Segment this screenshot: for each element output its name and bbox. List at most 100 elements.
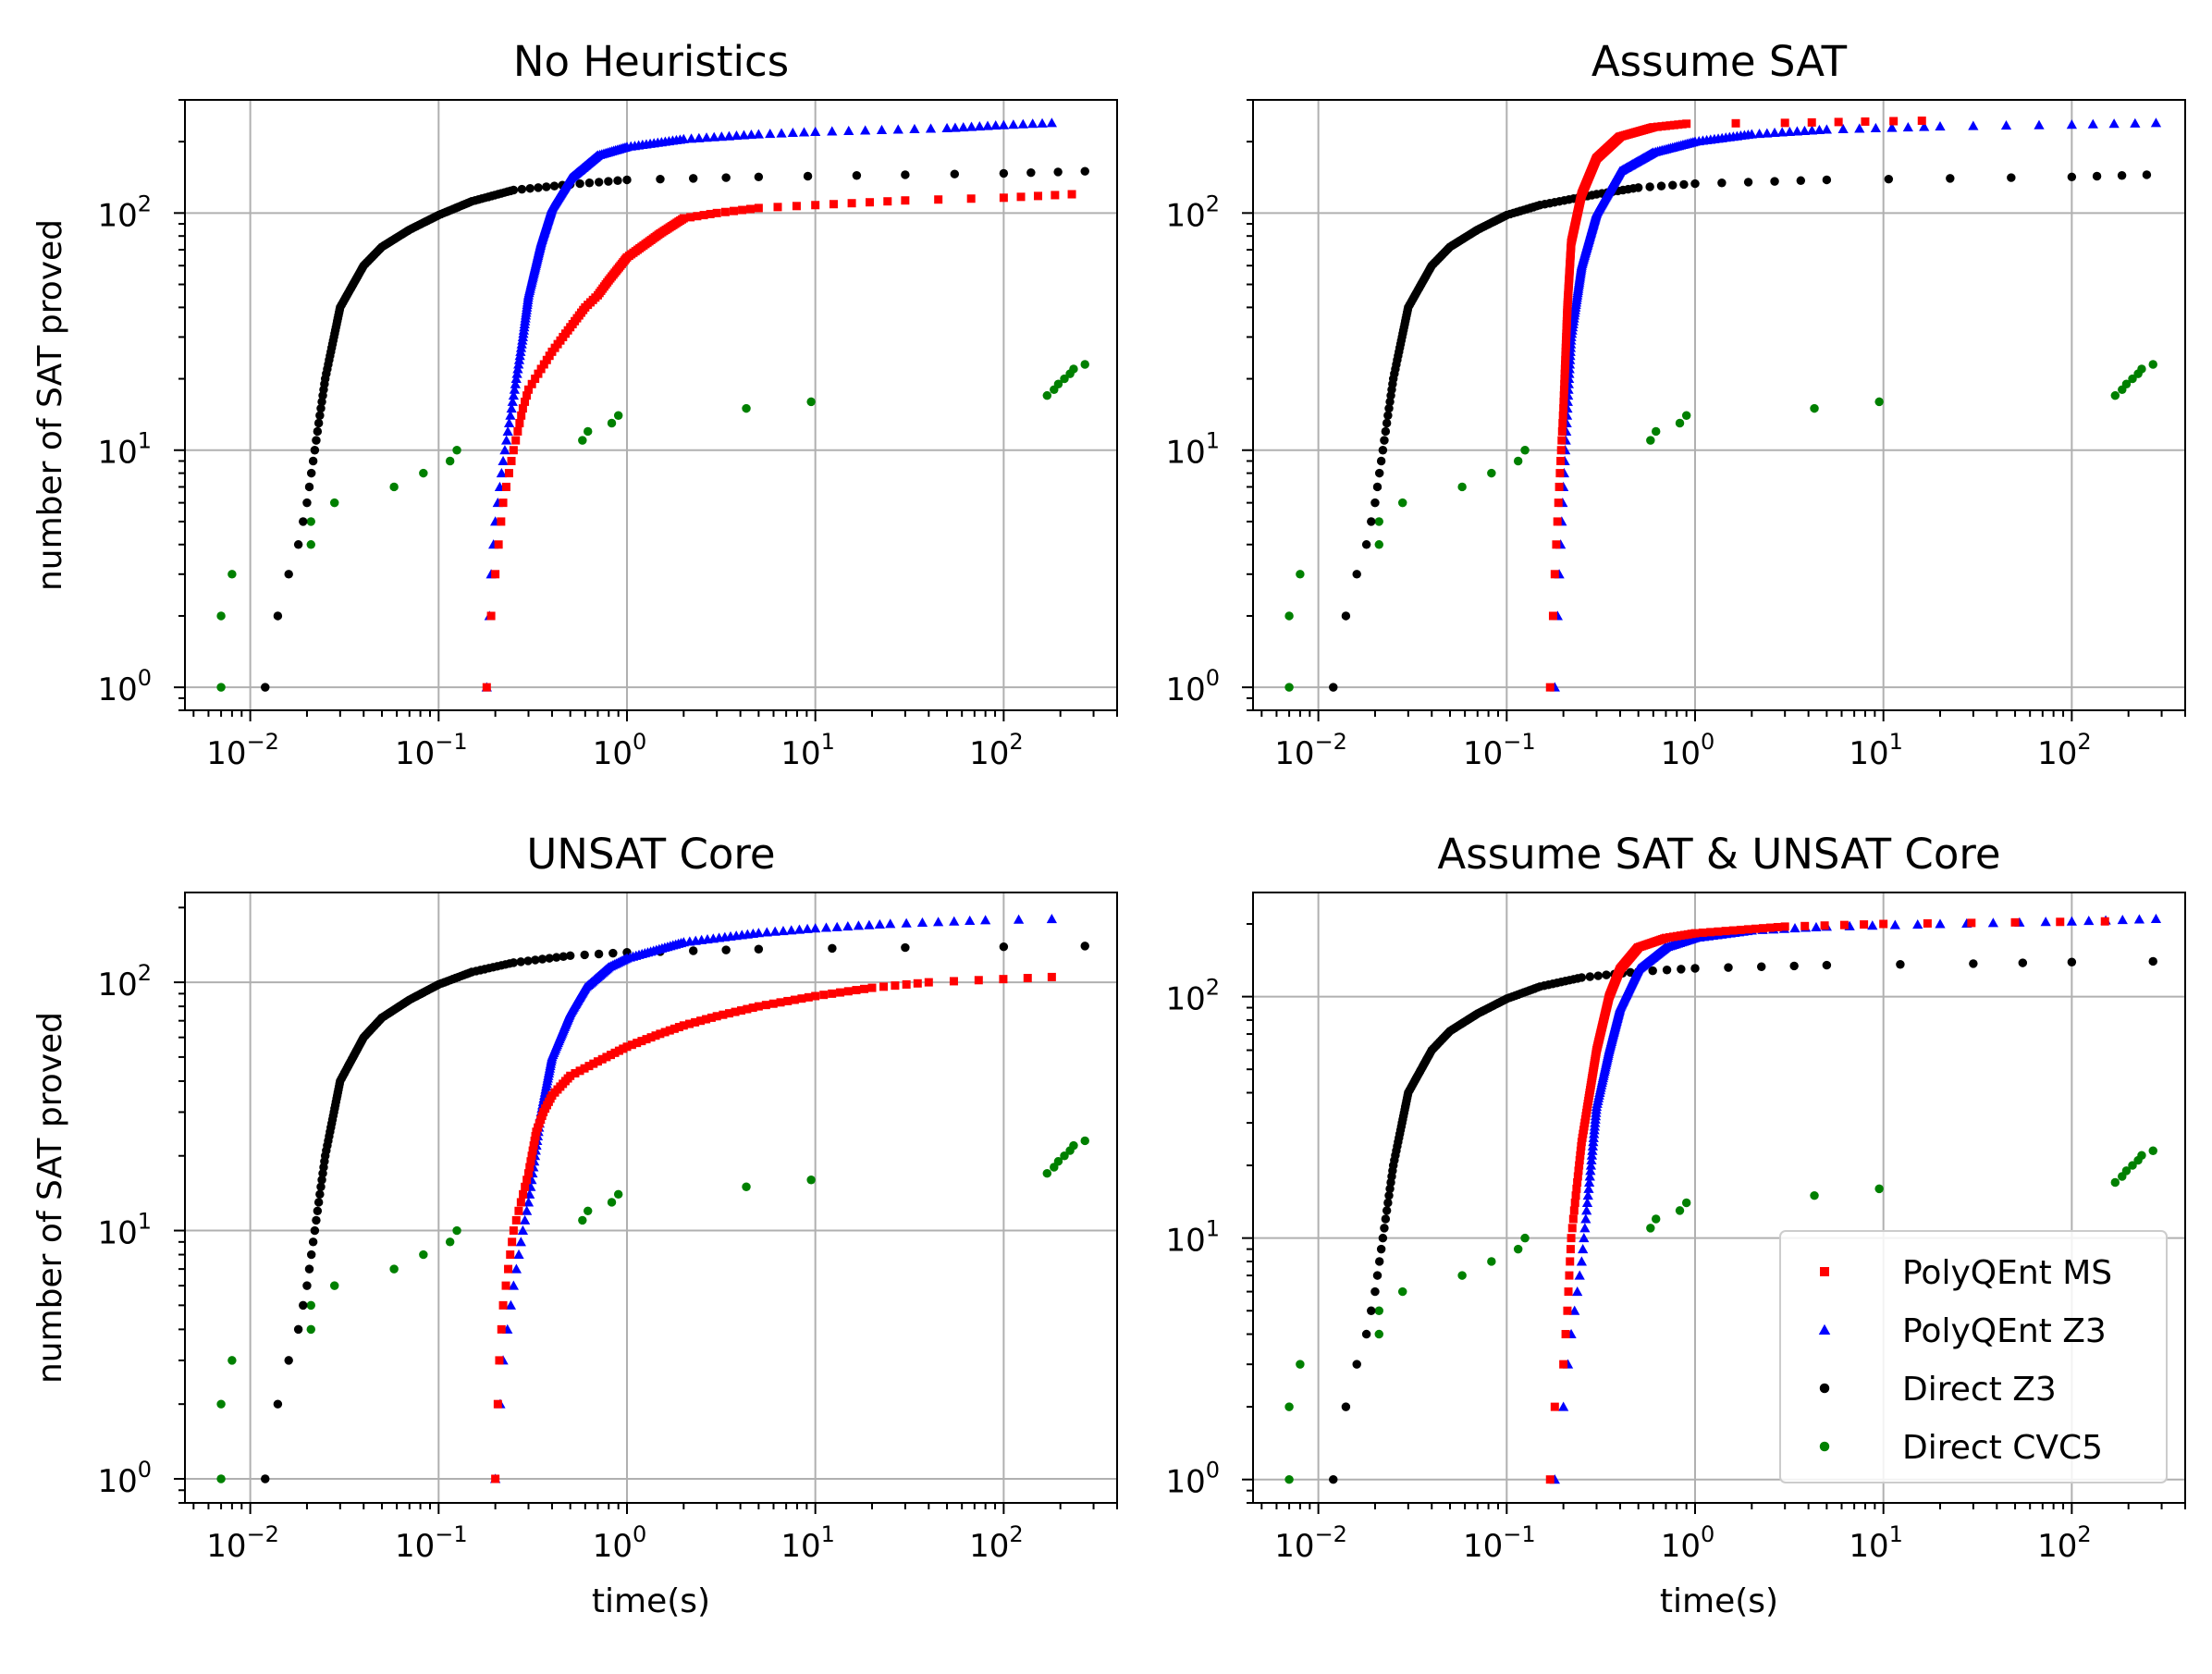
point-polyqent-ms bbox=[1563, 1306, 1572, 1315]
point-polyqent-z3 bbox=[2150, 913, 2162, 923]
point-polyqent-ms bbox=[748, 1003, 757, 1013]
point-polyqent-ms bbox=[516, 1198, 525, 1207]
point-polyqent-ms bbox=[746, 204, 756, 214]
grid bbox=[1253, 892, 2185, 1503]
point-direct-z3 bbox=[552, 953, 561, 962]
point-polyqent-ms bbox=[1576, 1151, 1585, 1160]
series-polyqent-z3 bbox=[490, 913, 1057, 1483]
legend-label-direct-cvc5: Direct CVC5 bbox=[1902, 1429, 2103, 1467]
point-direct-cvc5 bbox=[1374, 1329, 1383, 1339]
point-direct-z3 bbox=[1384, 1190, 1394, 1200]
point-polyqent-ms bbox=[1560, 364, 1569, 374]
point-polyqent-ms bbox=[656, 1029, 665, 1039]
point-direct-z3 bbox=[1690, 964, 1700, 973]
point-polyqent-ms bbox=[524, 1169, 534, 1178]
point-direct-z3 bbox=[304, 1264, 314, 1274]
point-direct-cvc5 bbox=[1681, 1198, 1691, 1208]
point-polyqent-z3 bbox=[798, 127, 810, 137]
point-polyqent-ms bbox=[1561, 355, 1570, 364]
point-direct-cvc5 bbox=[613, 1189, 623, 1200]
point-direct-cvc5 bbox=[389, 482, 399, 492]
point-polyqent-z3 bbox=[1867, 920, 1878, 930]
point-polyqent-z3 bbox=[990, 120, 1002, 130]
point-polyqent-z3 bbox=[1784, 126, 1795, 137]
point-polyqent-z3 bbox=[1870, 122, 1882, 133]
point-direct-z3 bbox=[1329, 1474, 1338, 1484]
point-direct-cvc5 bbox=[1810, 1190, 1819, 1200]
point-polyqent-ms bbox=[790, 995, 799, 1004]
point-polyqent-ms bbox=[1714, 927, 1723, 936]
point-direct-z3 bbox=[302, 498, 312, 508]
point-polyqent-ms bbox=[811, 201, 820, 210]
point-polyqent-z3 bbox=[522, 1197, 535, 1207]
point-polyqent-ms bbox=[828, 989, 837, 998]
point-polyqent-ms bbox=[1556, 446, 1566, 455]
point-polyqent-z3 bbox=[519, 1214, 531, 1225]
point-polyqent-z3 bbox=[1987, 917, 1998, 928]
point-direct-z3 bbox=[537, 954, 547, 964]
series-direct-z3 bbox=[1329, 170, 2152, 692]
point-direct-z3 bbox=[1645, 182, 1654, 191]
point-direct-cvc5 bbox=[2110, 1177, 2120, 1188]
point-polyqent-z3 bbox=[515, 1237, 526, 1247]
point-polyqent-z3 bbox=[508, 1280, 519, 1290]
point-polyqent-z3 bbox=[1799, 125, 1811, 136]
point-polyqent-ms bbox=[501, 482, 510, 491]
point-polyqent-z3 bbox=[958, 121, 969, 132]
legend-label-polyqent-ms: PolyQEnt MS bbox=[1902, 1254, 2112, 1292]
point-direct-z3 bbox=[594, 178, 604, 187]
point-direct-cvc5 bbox=[742, 403, 751, 413]
point-polyqent-z3 bbox=[1579, 1233, 1590, 1243]
series-polyqent-ms bbox=[1545, 117, 1926, 692]
point-direct-z3 bbox=[1361, 1329, 1371, 1339]
point-polyqent-z3 bbox=[753, 928, 764, 938]
point-direct-z3 bbox=[688, 174, 698, 183]
point-direct-z3 bbox=[534, 183, 543, 192]
point-polyqent-z3 bbox=[1013, 914, 1025, 924]
point-direct-z3 bbox=[688, 946, 698, 955]
point-polyqent-z3 bbox=[1935, 120, 1946, 131]
point-polyqent-ms bbox=[913, 979, 922, 988]
point-direct-z3 bbox=[308, 1237, 318, 1247]
point-polyqent-ms bbox=[530, 1136, 539, 1145]
point-polyqent-ms bbox=[1560, 369, 1569, 378]
point-direct-z3 bbox=[1367, 517, 1376, 526]
point-polyqent-ms bbox=[691, 1017, 700, 1027]
point-polyqent-ms bbox=[495, 1356, 504, 1365]
point-polyqent-z3 bbox=[510, 1263, 522, 1274]
point-polyqent-ms bbox=[712, 208, 721, 217]
point-direct-cvc5 bbox=[1284, 1474, 1294, 1484]
point-polyqent-z3 bbox=[502, 425, 513, 436]
point-polyqent-ms bbox=[804, 992, 813, 1002]
point-direct-z3 bbox=[565, 951, 575, 961]
x-tick-label: 101 bbox=[780, 1521, 835, 1565]
point-direct-cvc5 bbox=[1397, 498, 1407, 508]
point-polyqent-z3 bbox=[1017, 118, 1028, 129]
point-polyqent-z3 bbox=[1583, 1176, 1595, 1187]
point-direct-cvc5 bbox=[329, 1281, 339, 1290]
point-polyqent-z3 bbox=[753, 129, 764, 139]
point-direct-cvc5 bbox=[607, 418, 617, 428]
point-polyqent-z3 bbox=[510, 378, 521, 388]
legend-marker-direct-z3 bbox=[1819, 1383, 1830, 1394]
point-polyqent-ms bbox=[1573, 1172, 1582, 1181]
point-polyqent-ms bbox=[773, 203, 782, 212]
point-direct-z3 bbox=[531, 955, 540, 965]
point-polyqent-z3 bbox=[853, 920, 865, 930]
point-direct-z3 bbox=[754, 944, 764, 954]
point-direct-z3 bbox=[313, 1206, 323, 1216]
point-polyqent-ms bbox=[642, 1035, 651, 1044]
point-polyqent-ms bbox=[527, 379, 536, 388]
point-polyqent-z3 bbox=[507, 396, 518, 406]
legend-label-direct-z3: Direct Z3 bbox=[1902, 1371, 2057, 1409]
point-polyqent-z3 bbox=[820, 922, 832, 932]
legend: PolyQEnt MS PolyQEnt Z3 Direct Z3 Direct CV… bbox=[1779, 1230, 2168, 1483]
point-direct-z3 bbox=[1382, 418, 1392, 428]
point-polyqent-ms bbox=[498, 1300, 508, 1310]
point-polyqent-ms bbox=[1561, 360, 1570, 369]
point-direct-z3 bbox=[312, 1215, 321, 1225]
x-axis-label: time(s) bbox=[1660, 1582, 1778, 1620]
point-polyqent-ms bbox=[1550, 570, 1559, 579]
point-direct-cvc5 bbox=[445, 456, 455, 466]
